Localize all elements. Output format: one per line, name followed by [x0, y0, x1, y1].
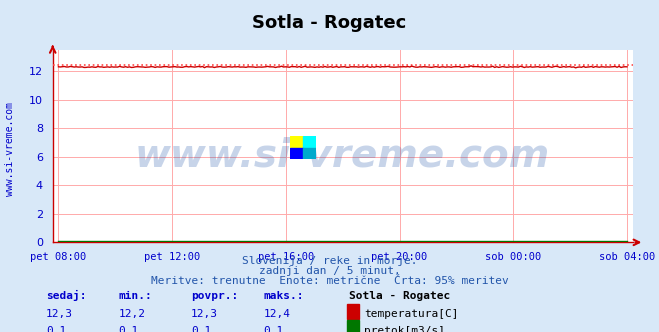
Text: min.:: min.:: [119, 291, 152, 301]
Text: temperatura[C]: temperatura[C]: [364, 309, 458, 319]
Text: Meritve: trenutne  Enote: metrične  Črta: 95% meritev: Meritve: trenutne Enote: metrične Črta: …: [151, 276, 508, 286]
Text: 0,1: 0,1: [264, 326, 284, 332]
Text: 0,1: 0,1: [46, 326, 67, 332]
Text: pretok[m3/s]: pretok[m3/s]: [364, 326, 445, 332]
Text: www.si-vreme.com: www.si-vreme.com: [135, 137, 550, 175]
Text: Sotla - Rogatec: Sotla - Rogatec: [349, 291, 451, 301]
Bar: [290, 148, 303, 159]
Text: Slovenija / reke in morje.: Slovenija / reke in morje.: [242, 256, 417, 266]
Bar: [290, 136, 303, 148]
Text: zadnji dan / 5 minut.: zadnji dan / 5 minut.: [258, 266, 401, 276]
Bar: [303, 148, 316, 159]
Text: 0,1: 0,1: [191, 326, 212, 332]
Text: maks.:: maks.:: [264, 291, 304, 301]
Bar: [303, 136, 316, 148]
Text: 12,2: 12,2: [119, 309, 146, 319]
Text: 12,4: 12,4: [264, 309, 291, 319]
Text: povpr.:: povpr.:: [191, 291, 239, 301]
Text: www.si-vreme.com: www.si-vreme.com: [5, 102, 15, 197]
Text: 12,3: 12,3: [191, 309, 218, 319]
Text: Sotla - Rogatec: Sotla - Rogatec: [252, 14, 407, 32]
Text: sedaj:: sedaj:: [46, 290, 86, 301]
Text: 0,1: 0,1: [119, 326, 139, 332]
Text: 12,3: 12,3: [46, 309, 73, 319]
